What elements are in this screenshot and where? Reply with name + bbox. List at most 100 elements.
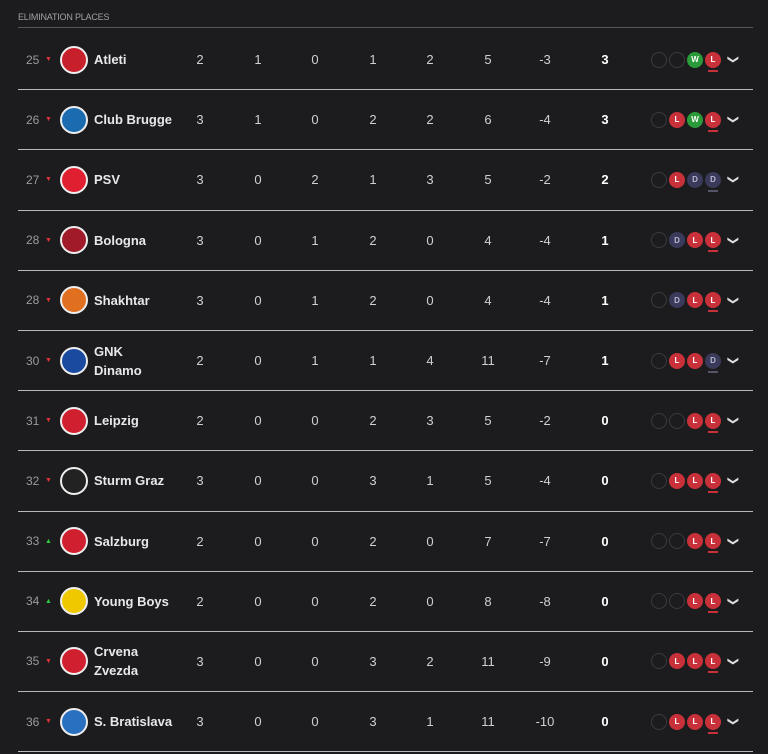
stat-value: 2 xyxy=(369,292,377,308)
stat-value: 0 xyxy=(426,292,434,308)
rank: 30 xyxy=(26,353,40,368)
stat-value: 0 xyxy=(311,473,319,489)
table-row[interactable]: 27 ▼ PSV 3 0 2 1 3 5 -2 2 L D D ❯ xyxy=(18,150,753,211)
table-row[interactable]: 33 ▲ Salzburg 2 0 0 2 0 7 -7 0 L L ❯ xyxy=(18,512,753,572)
form-badge: L xyxy=(705,412,721,433)
chevron-down-icon[interactable]: ❯ xyxy=(727,355,740,366)
form-badge: L xyxy=(687,352,703,369)
stat-value: -2 xyxy=(539,413,551,429)
stat-value: 2 xyxy=(369,593,377,609)
team-name[interactable]: Club Brugge xyxy=(94,112,172,128)
table-row[interactable]: 34 ▲ Young Boys 2 0 0 2 0 8 -8 0 L L ❯ xyxy=(18,572,753,632)
stat-value: 0 xyxy=(426,533,434,549)
stat-value: 2 xyxy=(196,533,204,549)
form-badge: L xyxy=(669,713,685,730)
atleti-crest-icon xyxy=(60,45,88,74)
trend-up-icon: ▲ xyxy=(45,537,52,545)
stat-value: -7 xyxy=(539,353,551,369)
table-row[interactable]: 36 ▼ S. Bratislava 3 0 0 3 1 11 -10 0 L L L ❯ xyxy=(18,692,753,753)
team-name[interactable]: PSV xyxy=(94,172,121,188)
stat-value: 6 xyxy=(484,112,492,128)
stat-value: 2 xyxy=(369,413,377,429)
chevron-down-icon[interactable]: ❯ xyxy=(727,295,740,305)
form-badge xyxy=(651,533,667,550)
form-badge: L xyxy=(705,533,721,554)
team-name[interactable]: Leipzig xyxy=(94,413,139,429)
chevron-down-icon[interactable]: ❯ xyxy=(727,115,740,125)
form-badge: D xyxy=(687,171,703,188)
chevron-down-icon[interactable]: ❯ xyxy=(727,596,740,606)
stat-value: 3 xyxy=(426,413,434,429)
stat-value: 2 xyxy=(196,413,204,429)
points: 2 xyxy=(601,172,609,188)
team-name[interactable]: S. Bratislava xyxy=(94,714,173,730)
form-badge: L xyxy=(687,232,703,249)
table-row[interactable]: 32 ▼ Sturm Graz 3 0 0 3 1 5 -4 0 L L L ❯ xyxy=(18,451,753,512)
team-name[interactable]: Atleti xyxy=(94,52,127,68)
chevron-down-icon[interactable]: ❯ xyxy=(727,175,740,185)
chevron-down-icon[interactable]: ❯ xyxy=(727,235,740,245)
stat-value: -3 xyxy=(539,52,551,68)
form-badge xyxy=(651,352,667,369)
stat-value: 0 xyxy=(311,112,319,128)
stat-value: 1 xyxy=(311,353,319,369)
form-badge: L xyxy=(705,593,721,614)
rank: 27 xyxy=(26,172,40,187)
form-badge: D xyxy=(669,292,685,309)
points: 3 xyxy=(601,52,609,68)
form-badge: L xyxy=(705,111,721,132)
stat-value: 0 xyxy=(311,413,319,429)
stat-value: -4 xyxy=(539,112,551,128)
team-name[interactable]: Sturm Graz xyxy=(94,473,165,489)
stat-value: 3 xyxy=(369,653,377,669)
table-row[interactable]: 28 ▼ Shakhtar 3 0 1 2 0 4 -4 1 D L L ❯ xyxy=(18,271,753,331)
bologna-crest-icon xyxy=(60,226,88,255)
rank: 33 xyxy=(26,534,40,549)
team-name[interactable]: GNK Dinamo xyxy=(94,343,142,378)
chevron-down-icon[interactable]: ❯ xyxy=(727,656,740,667)
stat-value: 5 xyxy=(484,172,492,188)
stat-value: 1 xyxy=(369,353,377,369)
team-name[interactable]: Young Boys xyxy=(94,593,169,609)
table-row[interactable]: 35 ▼ Crvena Zvezda 3 0 0 3 2 11 -9 0 L L L ❯ xyxy=(18,632,753,693)
table-row[interactable]: 25 ▼ Atleti 2 1 0 1 2 5 -3 3 W L ❯ xyxy=(18,30,753,91)
stat-value: 3 xyxy=(196,172,204,188)
stat-value: 11 xyxy=(481,653,495,669)
team-name[interactable]: Crvena Zvezda xyxy=(94,644,139,679)
stat-value: 0 xyxy=(426,232,434,248)
stat-value: -4 xyxy=(539,292,551,308)
form-badge: L xyxy=(705,472,721,493)
standings-table: 25 ▼ Atleti 2 1 0 1 2 5 -3 3 W L ❯ 26 ▼ Club Brugge 3 1 0 2 2… xyxy=(18,30,753,753)
chevron-down-icon[interactable]: ❯ xyxy=(727,416,740,426)
team-name[interactable]: Salzburg xyxy=(94,533,149,549)
chevron-down-icon[interactable]: ❯ xyxy=(727,54,740,65)
chevron-down-icon[interactable]: ❯ xyxy=(727,536,740,546)
stat-value: 11 xyxy=(481,353,495,369)
form-badge xyxy=(651,292,667,309)
stat-value: 3 xyxy=(369,473,377,489)
trend-down-icon: ▼ xyxy=(45,718,52,726)
points: 0 xyxy=(601,714,609,730)
team-name[interactable]: Bologna xyxy=(94,232,146,248)
form-badge: L xyxy=(687,533,703,550)
stat-value: 0 xyxy=(426,593,434,609)
team-name[interactable]: Shakhtar xyxy=(94,292,150,308)
points: 1 xyxy=(601,292,609,308)
table-row[interactable]: 31 ▼ Leipzig 2 0 0 2 3 5 -2 0 L L ❯ xyxy=(18,391,753,452)
stat-value: 2 xyxy=(369,112,377,128)
form-badge: D xyxy=(669,232,685,249)
table-row[interactable]: 26 ▼ Club Brugge 3 1 0 2 2 6 -4 3 L W L ❯ xyxy=(18,90,753,151)
stat-value: 0 xyxy=(311,714,319,730)
chevron-down-icon[interactable]: ❯ xyxy=(727,476,740,486)
chevron-down-icon[interactable]: ❯ xyxy=(727,717,740,727)
table-row[interactable]: 28 ▼ Bologna 3 0 1 2 0 4 -4 1 D L L ❯ xyxy=(18,211,753,271)
trend-down-icon: ▼ xyxy=(45,236,52,244)
trend-up-icon: ▲ xyxy=(45,597,52,605)
table-row[interactable]: 30 ▼ GNK Dinamo 2 0 1 1 4 11 -7 1 L L D ❯ xyxy=(18,331,753,392)
